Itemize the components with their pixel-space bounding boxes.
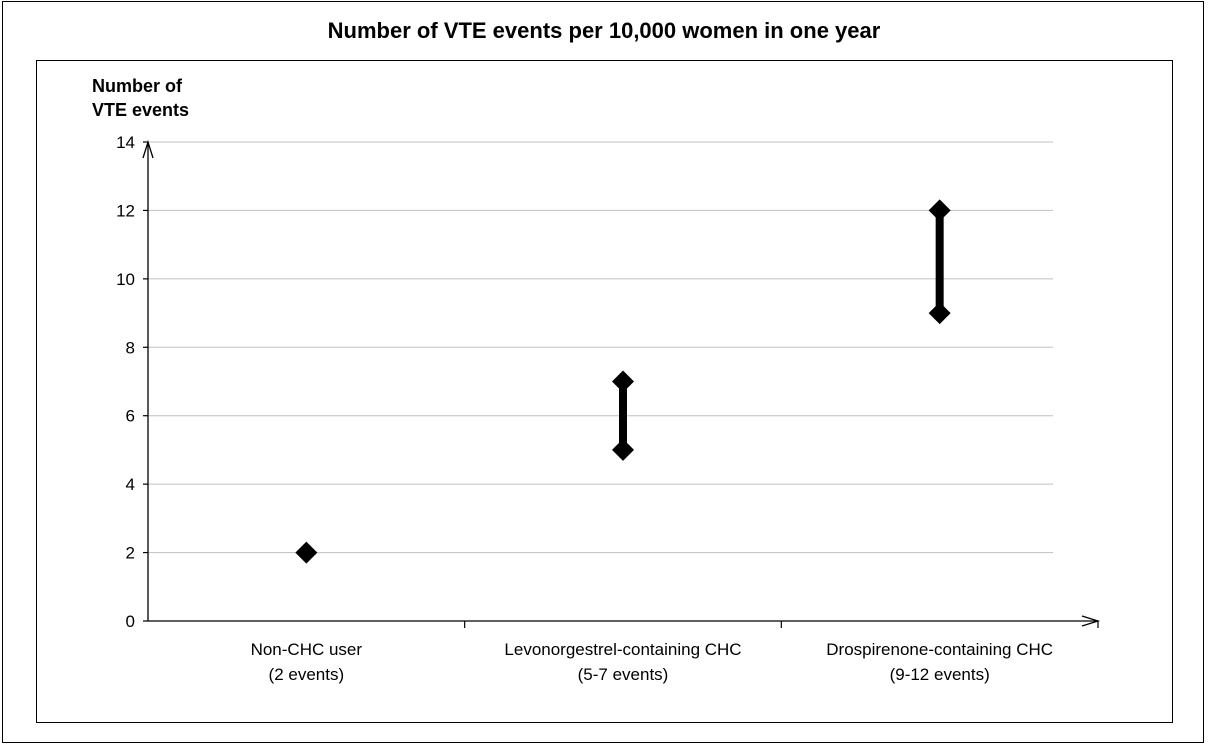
y-tick-label: 8	[126, 338, 135, 357]
y-tick-label: 2	[126, 544, 135, 563]
y-tick-label: 10	[116, 270, 135, 289]
range-low-marker	[295, 541, 318, 564]
plot-area-frame	[36, 60, 1173, 723]
x-category-label: Levonorgestrel-containing CHC	[504, 640, 741, 659]
y-tick-label: 14	[116, 133, 135, 152]
y-tick-label: 4	[126, 475, 135, 494]
x-category-sublabel: (2 events)	[269, 665, 345, 684]
range-high-marker	[612, 370, 634, 393]
y-axis-label-line-1: Number of	[92, 76, 182, 96]
range-high-marker	[928, 199, 951, 222]
y-axis-arrow	[142, 139, 154, 159]
range-low-marker	[612, 438, 634, 461]
chart-title: Number of VTE events per 10,000 women in…	[327, 18, 881, 43]
x-category-label: Drospirenone-containing CHC	[826, 640, 1053, 659]
x-category-label: Non-CHC user	[251, 640, 363, 659]
x-category-sublabel: (5-7 events)	[578, 665, 669, 684]
y-tick-label: 12	[116, 201, 135, 220]
y-tick-label: 0	[126, 612, 135, 631]
y-axis-label-line-2: VTE events	[92, 100, 190, 120]
y-axis-label: Number of VTE events	[92, 74, 189, 122]
y-tick-label: 6	[126, 407, 135, 426]
x-category-sublabel: (9-12 events)	[890, 665, 990, 684]
range-low-marker	[928, 302, 951, 325]
